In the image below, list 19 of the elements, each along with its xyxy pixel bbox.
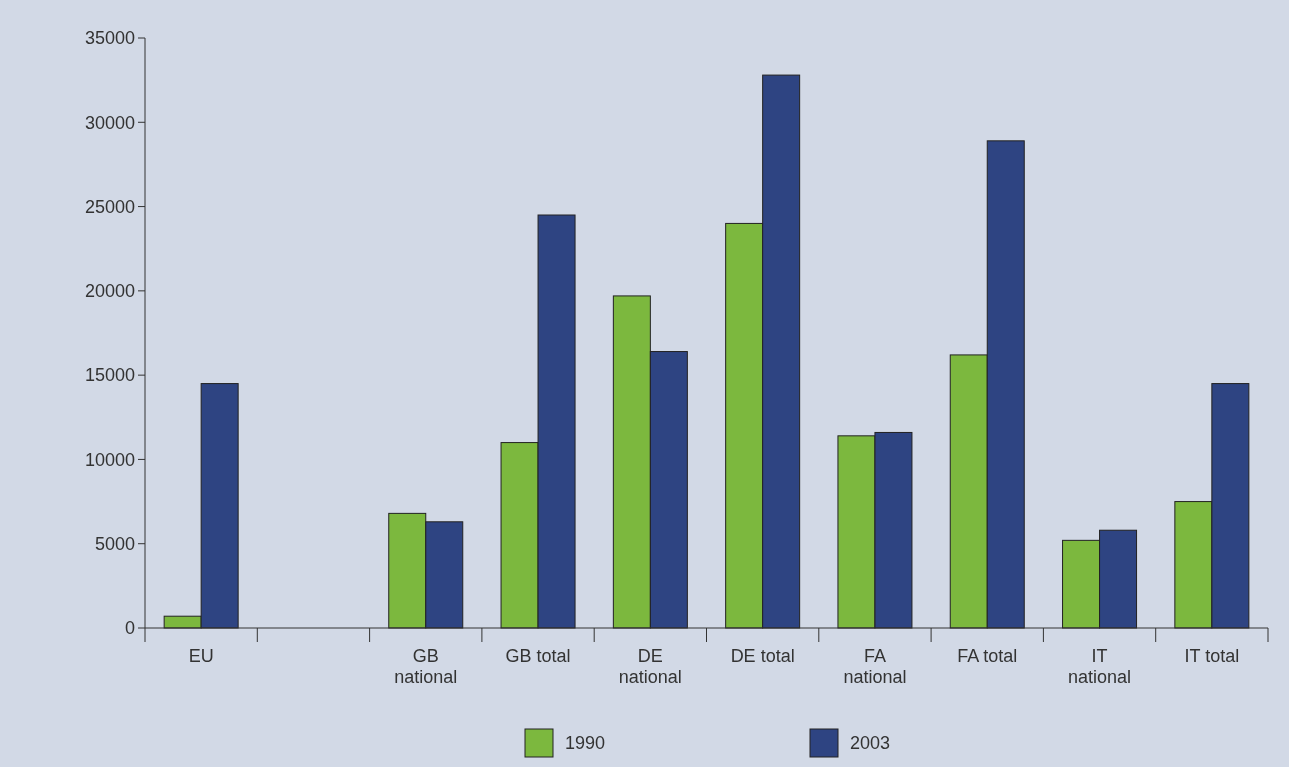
y-tick-label: 15000 bbox=[84, 365, 135, 386]
x-tick-label: FA national bbox=[843, 646, 907, 687]
x-tick-label: DE total bbox=[730, 646, 795, 666]
x-tick-label: DE national bbox=[618, 646, 682, 687]
y-tick-label: 25000 bbox=[84, 196, 135, 217]
y-tick-label: 5000 bbox=[94, 534, 135, 555]
y-tick-label: 30000 bbox=[84, 112, 135, 133]
x-tick-label: GB total bbox=[505, 646, 571, 666]
y-tick-label: 0 bbox=[124, 618, 135, 639]
x-tick-label: EU bbox=[188, 646, 214, 666]
x-tick-label: GB national bbox=[394, 646, 458, 687]
legend-label: 1990 bbox=[565, 733, 606, 754]
x-tick-label: FA total bbox=[957, 646, 1018, 666]
x-tick-label: IT national bbox=[1068, 646, 1132, 687]
y-tick-label: 20000 bbox=[84, 281, 135, 302]
x-tick-label: IT total bbox=[1184, 646, 1240, 666]
legend-label: 2003 bbox=[850, 733, 891, 754]
y-tick-label: 35000 bbox=[84, 28, 135, 49]
y-tick-label: 10000 bbox=[84, 449, 135, 470]
